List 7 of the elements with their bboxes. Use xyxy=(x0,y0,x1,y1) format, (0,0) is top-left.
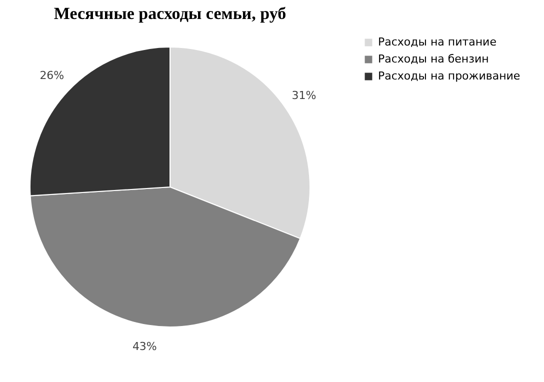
data-label: 26% xyxy=(40,69,64,82)
legend-label: Расходы на бензин xyxy=(378,52,489,66)
legend-label: Расходы на питание xyxy=(378,36,497,48)
chart-title: Месячные расходы семьи, руб xyxy=(54,4,286,23)
legend-label: Расходы на проживание xyxy=(378,70,520,82)
data-label: 43% xyxy=(132,340,157,354)
data-label: 31% xyxy=(292,88,316,102)
